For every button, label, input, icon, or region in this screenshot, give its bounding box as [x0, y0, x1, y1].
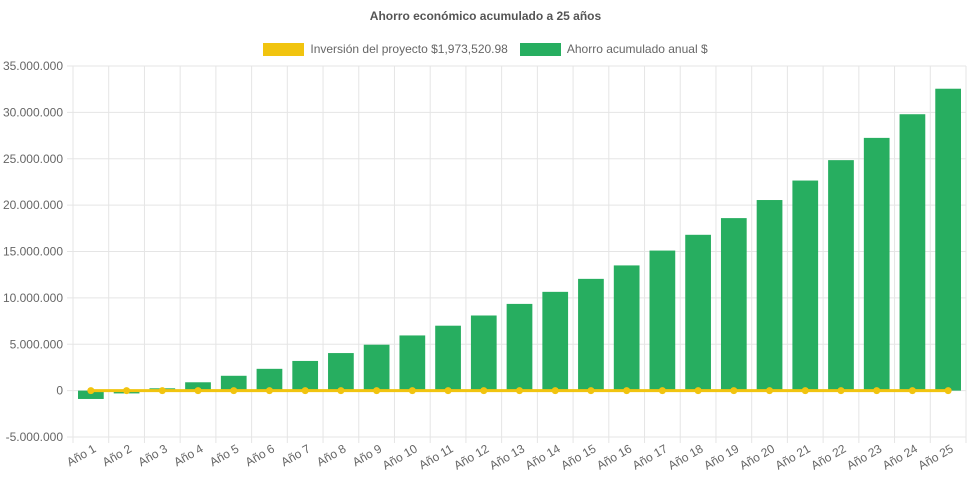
point-investment[interactable]	[801, 387, 809, 395]
bar-savings[interactable]	[399, 335, 426, 391]
x-tick-label: Año 24	[880, 441, 920, 472]
x-tick-label: Año 14	[523, 441, 563, 472]
x-tick-label: Año 22	[809, 441, 849, 472]
x-tick-label: Año 8	[314, 441, 348, 469]
point-investment[interactable]	[158, 387, 166, 395]
point-investment[interactable]	[123, 387, 131, 395]
x-tick-label: Año 2	[100, 441, 134, 469]
bar-savings[interactable]	[506, 303, 533, 391]
point-investment[interactable]	[694, 387, 702, 395]
x-tick-label: Año 16	[594, 441, 634, 472]
y-tick-label: 25.000.000	[3, 152, 63, 166]
x-tick-label: Año 25	[916, 441, 956, 472]
bar-savings[interactable]	[220, 375, 247, 391]
point-investment[interactable]	[837, 387, 845, 395]
x-tick-label: Año 23	[844, 441, 884, 472]
bar-savings[interactable]	[328, 353, 354, 391]
point-investment[interactable]	[87, 387, 95, 395]
y-tick-label: -5.000.000	[6, 430, 64, 444]
point-investment[interactable]	[766, 387, 774, 395]
y-tick-label: 20.000.000	[3, 198, 63, 212]
point-investment[interactable]	[301, 387, 309, 395]
bar-layer	[78, 88, 961, 399]
bar-savings[interactable]	[78, 390, 104, 399]
legend-item-savings[interactable]: Ahorro acumulado anual $	[519, 42, 708, 56]
y-axis: 35.000.000 30.000.000 25.000.000 20.000.000…	[3, 59, 63, 444]
grid-layer	[67, 65, 967, 443]
line-layer	[87, 387, 952, 395]
point-investment[interactable]	[908, 387, 916, 395]
y-tick-label: 5.000.000	[10, 337, 64, 351]
point-investment[interactable]	[658, 387, 666, 395]
point-investment[interactable]	[516, 387, 523, 395]
bar-savings[interactable]	[828, 160, 854, 391]
x-tick-label: Año 9	[350, 441, 384, 469]
bar-savings[interactable]	[470, 315, 497, 391]
point-investment[interactable]	[944, 387, 952, 395]
y-tick-label: 35.000.000	[3, 59, 63, 73]
x-tick-label: Año 1	[64, 441, 98, 469]
x-tick-label: Año 15	[558, 441, 598, 472]
bar-savings[interactable]	[185, 382, 211, 391]
point-investment[interactable]	[194, 387, 202, 395]
x-tick-label: Año 21	[773, 441, 813, 472]
x-tick-label: Año 18	[666, 441, 706, 472]
bar-savings[interactable]	[256, 368, 283, 391]
x-tick-label: Año 20	[737, 441, 777, 472]
bar-savings[interactable]	[863, 137, 890, 391]
point-investment[interactable]	[623, 387, 631, 395]
point-investment[interactable]	[480, 387, 488, 395]
point-investment[interactable]	[730, 387, 738, 395]
legend-item-investment[interactable]: Inversión del proyecto $1,973,520.98	[263, 42, 508, 56]
y-tick-label: 10.000.000	[3, 291, 63, 305]
bar-savings[interactable]	[363, 344, 390, 391]
x-tick-label: Año 19	[701, 441, 741, 472]
bar-savings[interactable]	[935, 88, 961, 391]
point-investment[interactable]	[265, 387, 273, 395]
point-investment[interactable]	[408, 387, 416, 395]
legend-swatch-savings	[519, 42, 561, 56]
bar-savings[interactable]	[542, 291, 569, 391]
legend-swatch-investment	[263, 42, 305, 56]
x-tick-label: Año 11	[416, 441, 455, 472]
bar-savings[interactable]	[792, 180, 819, 391]
x-tick-label: Año 3	[136, 441, 170, 469]
point-investment[interactable]	[444, 387, 452, 395]
bar-savings[interactable]	[292, 360, 319, 391]
x-tick-label: Año 13	[487, 441, 527, 472]
bar-savings[interactable]	[613, 265, 640, 391]
point-investment[interactable]	[551, 387, 559, 395]
x-tick-label: Año 10	[380, 441, 420, 472]
x-tick-label: Año 7	[279, 441, 313, 469]
bar-savings[interactable]	[899, 114, 926, 391]
point-investment[interactable]	[373, 387, 381, 395]
chart-title: Ahorro económico acumulado a 25 años	[369, 9, 602, 23]
x-axis: Año 1 Año 2 Año 3 Año 4 Año 5 Año 6 Año 7 Año 8…	[64, 441, 956, 472]
point-investment[interactable]	[587, 387, 595, 395]
bar-savings[interactable]	[435, 325, 461, 391]
legend-label-savings: Ahorro acumulado anual $	[566, 42, 708, 56]
x-tick-label: Año 5	[207, 441, 241, 469]
bar-savings[interactable]	[685, 234, 711, 391]
point-investment[interactable]	[873, 387, 881, 395]
point-investment[interactable]	[230, 387, 238, 395]
x-tick-label: Año 6	[243, 441, 277, 469]
y-tick-label: 0	[56, 384, 63, 398]
x-tick-label: Año 4	[171, 441, 205, 469]
x-tick-label: Año 12	[451, 441, 491, 472]
bar-savings[interactable]	[756, 200, 783, 391]
bar-savings[interactable]	[720, 218, 747, 391]
bar-savings[interactable]	[578, 278, 604, 391]
legend-label-investment: Inversión del proyecto $1,973,520.98	[310, 42, 508, 56]
chart-legend: Inversión del proyecto $1,973,520.98 Aho…	[0, 42, 971, 56]
point-investment[interactable]	[337, 387, 345, 395]
y-tick-label: 30.000.000	[3, 105, 63, 119]
bar-savings[interactable]	[649, 250, 676, 391]
x-tick-label: Año 17	[630, 441, 670, 472]
y-tick-label: 15.000.000	[3, 245, 63, 259]
